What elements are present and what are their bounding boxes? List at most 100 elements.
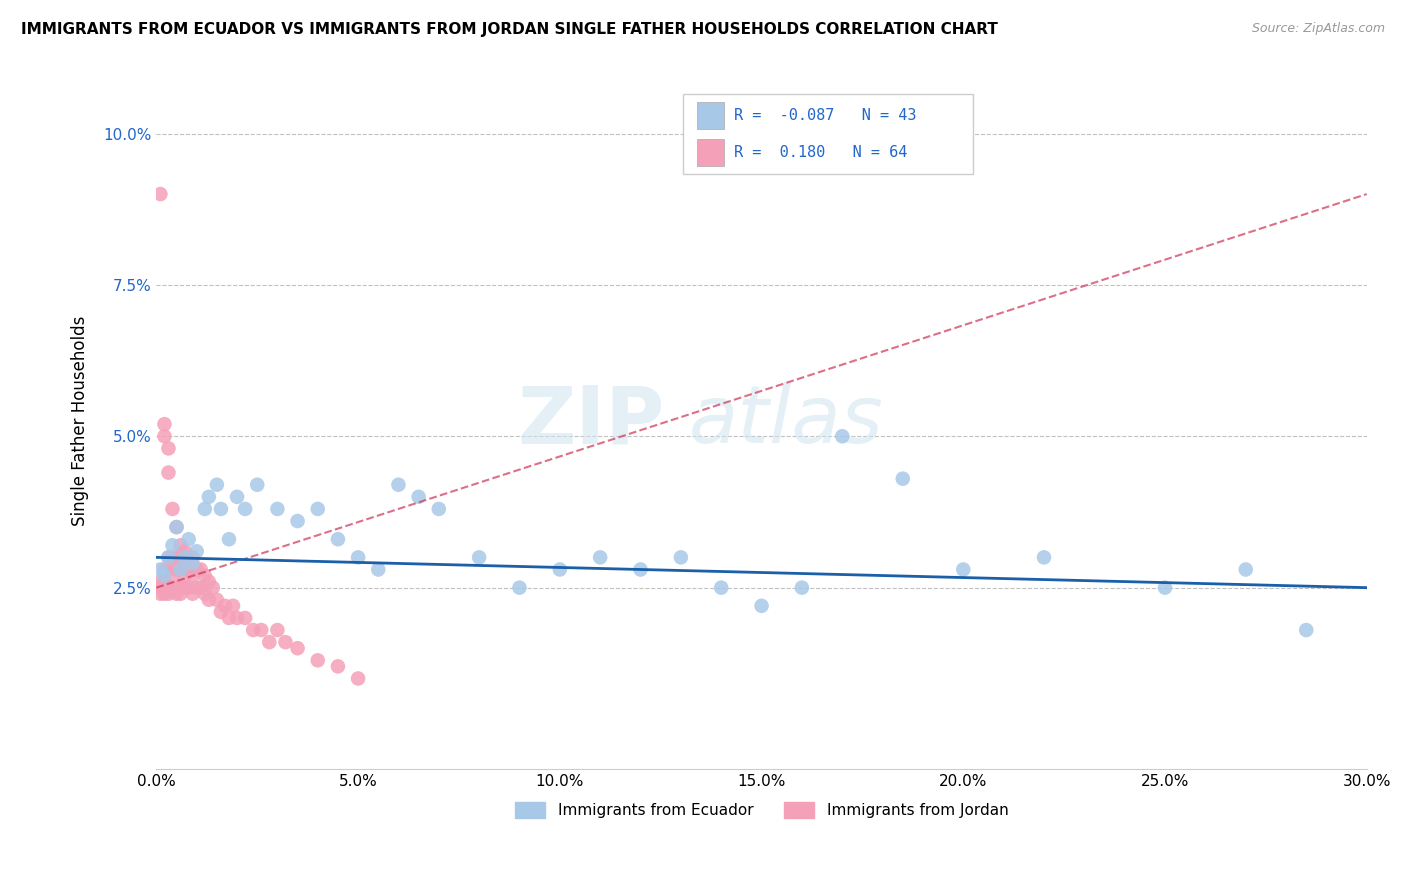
Point bbox=[169, 550, 191, 565]
Point bbox=[169, 538, 191, 552]
Point bbox=[169, 562, 191, 576]
Point bbox=[427, 502, 450, 516]
Point bbox=[153, 587, 176, 601]
Point bbox=[157, 466, 180, 480]
Point bbox=[153, 429, 176, 443]
Point bbox=[1033, 550, 1056, 565]
Point bbox=[157, 562, 180, 576]
Point bbox=[149, 562, 172, 576]
Text: Source: ZipAtlas.com: Source: ZipAtlas.com bbox=[1251, 22, 1385, 36]
Point bbox=[166, 520, 188, 534]
Point bbox=[157, 442, 180, 456]
Point bbox=[166, 520, 188, 534]
Point bbox=[169, 562, 191, 576]
Point bbox=[157, 581, 180, 595]
Point bbox=[548, 562, 571, 576]
Point bbox=[173, 550, 195, 565]
Point bbox=[190, 562, 212, 576]
Point bbox=[367, 562, 389, 576]
Point bbox=[1234, 562, 1257, 576]
Point bbox=[630, 562, 652, 576]
Point bbox=[181, 587, 204, 601]
Point bbox=[589, 550, 612, 565]
Point bbox=[205, 477, 228, 491]
Point bbox=[198, 490, 221, 504]
Point bbox=[222, 599, 245, 613]
Point bbox=[149, 587, 172, 601]
Point bbox=[190, 581, 212, 595]
Point bbox=[149, 581, 172, 595]
Point bbox=[387, 477, 409, 491]
Point bbox=[186, 544, 208, 558]
Point bbox=[287, 514, 309, 528]
Point bbox=[326, 659, 349, 673]
Point bbox=[307, 653, 329, 667]
Point bbox=[181, 550, 204, 565]
Point bbox=[198, 574, 221, 589]
Point bbox=[250, 623, 273, 637]
Point bbox=[162, 568, 184, 582]
Point bbox=[177, 562, 200, 576]
Point bbox=[246, 477, 269, 491]
Point bbox=[952, 562, 974, 576]
Point bbox=[162, 550, 184, 565]
Point bbox=[177, 581, 200, 595]
Point bbox=[173, 581, 195, 595]
Point bbox=[831, 429, 853, 443]
Point bbox=[307, 502, 329, 516]
Point bbox=[173, 568, 195, 582]
Point bbox=[751, 599, 773, 613]
Point bbox=[214, 599, 236, 613]
Point bbox=[177, 550, 200, 565]
Point bbox=[233, 502, 256, 516]
Point bbox=[153, 568, 176, 582]
Point bbox=[347, 550, 370, 565]
Point bbox=[259, 635, 281, 649]
Point bbox=[891, 472, 914, 486]
Point bbox=[153, 574, 176, 589]
Point bbox=[173, 557, 195, 571]
Point bbox=[669, 550, 692, 565]
Point bbox=[226, 611, 249, 625]
Point bbox=[242, 623, 264, 637]
Legend: Immigrants from Ecuador, Immigrants from Jordan: Immigrants from Ecuador, Immigrants from… bbox=[509, 797, 1014, 824]
Point bbox=[287, 641, 309, 656]
Text: IMMIGRANTS FROM ECUADOR VS IMMIGRANTS FROM JORDAN SINGLE FATHER HOUSEHOLDS CORRE: IMMIGRANTS FROM ECUADOR VS IMMIGRANTS FR… bbox=[21, 22, 998, 37]
Point bbox=[166, 550, 188, 565]
Point bbox=[153, 417, 176, 432]
FancyBboxPatch shape bbox=[683, 94, 973, 174]
Point bbox=[153, 562, 176, 576]
Point bbox=[166, 581, 188, 595]
Point bbox=[218, 611, 240, 625]
Bar bbox=[697, 139, 724, 166]
Bar bbox=[697, 103, 724, 128]
Point bbox=[201, 581, 224, 595]
Point bbox=[194, 502, 217, 516]
Text: ZIP: ZIP bbox=[517, 382, 665, 460]
Point bbox=[169, 587, 191, 601]
Point bbox=[347, 672, 370, 686]
Y-axis label: Single Father Households: Single Father Households bbox=[72, 316, 89, 526]
Point bbox=[266, 623, 288, 637]
Point bbox=[790, 581, 813, 595]
Point bbox=[149, 187, 172, 202]
Point bbox=[710, 581, 733, 595]
Point bbox=[181, 568, 204, 582]
Point bbox=[157, 587, 180, 601]
Point bbox=[266, 502, 288, 516]
Point bbox=[508, 581, 530, 595]
Point bbox=[162, 538, 184, 552]
Point bbox=[177, 532, 200, 546]
Point bbox=[205, 592, 228, 607]
Point bbox=[186, 562, 208, 576]
Point bbox=[149, 574, 172, 589]
Point bbox=[162, 502, 184, 516]
Point bbox=[186, 581, 208, 595]
Text: R =  -0.087   N = 43: R = -0.087 N = 43 bbox=[734, 108, 917, 123]
Point bbox=[218, 532, 240, 546]
Point bbox=[166, 562, 188, 576]
Point bbox=[326, 532, 349, 546]
Point bbox=[1154, 581, 1177, 595]
Point bbox=[209, 605, 232, 619]
Point bbox=[194, 568, 217, 582]
